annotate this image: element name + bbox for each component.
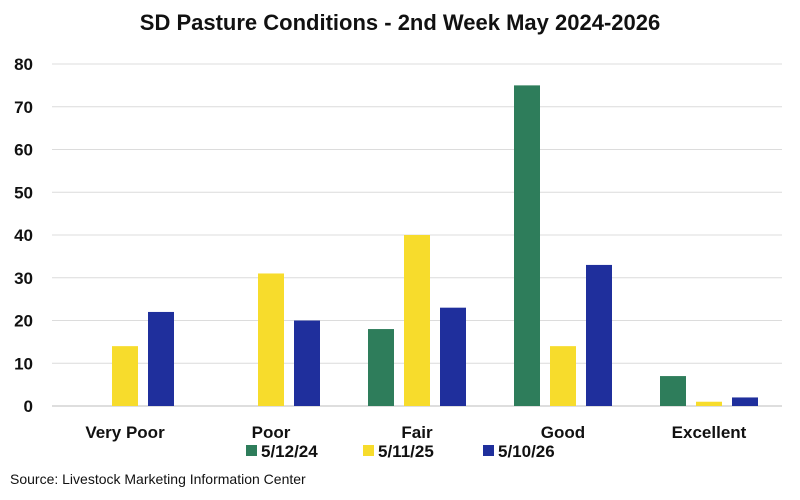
- x-tick-label: Good: [541, 423, 585, 442]
- x-tick-label: Very Poor: [85, 423, 165, 442]
- bars: [112, 85, 758, 406]
- y-tick-label: 40: [14, 226, 33, 245]
- bar: [586, 264, 612, 406]
- x-tick-label: Excellent: [672, 423, 747, 442]
- y-tick-label: 20: [14, 312, 33, 331]
- x-tick-label: Fair: [401, 423, 433, 442]
- y-tick-label: 80: [14, 55, 33, 74]
- y-tick-label: 30: [14, 269, 33, 288]
- bar: [514, 85, 540, 406]
- source-note: Source: Livestock Marketing Information …: [10, 471, 306, 487]
- bar: [696, 401, 722, 406]
- legend-label: 5/11/25: [378, 442, 434, 461]
- legend-swatch: [363, 445, 374, 456]
- bar: [404, 235, 430, 406]
- y-tick-label: 50: [14, 183, 33, 202]
- bar: [148, 311, 174, 406]
- y-tick-label: 10: [14, 354, 33, 373]
- bar: [440, 307, 466, 406]
- y-tick-label: 60: [14, 141, 33, 160]
- x-axis-labels: Very Poor Poor Fair Good Excellent: [85, 423, 746, 442]
- chart-title: SD Pasture Conditions - 2nd Week May 202…: [139, 10, 661, 35]
- legend-swatch: [483, 445, 494, 456]
- legend: 5/12/24 5/11/25 5/10/26: [246, 442, 555, 461]
- bar: [732, 397, 758, 406]
- legend-label: 5/12/24: [261, 442, 318, 461]
- bar: [368, 329, 394, 406]
- bar: [550, 346, 576, 406]
- bar: [294, 320, 320, 406]
- legend-label: 5/10/26: [498, 442, 555, 461]
- x-tick-label: Poor: [252, 423, 291, 442]
- legend-swatch: [246, 445, 257, 456]
- y-tick-label: 0: [24, 397, 33, 416]
- bar: [258, 273, 284, 406]
- bar: [660, 376, 686, 406]
- y-tick-label: 70: [14, 98, 33, 117]
- bar: [112, 346, 138, 406]
- y-axis: 0 10 20 30 40 50 60 70 80: [14, 55, 33, 416]
